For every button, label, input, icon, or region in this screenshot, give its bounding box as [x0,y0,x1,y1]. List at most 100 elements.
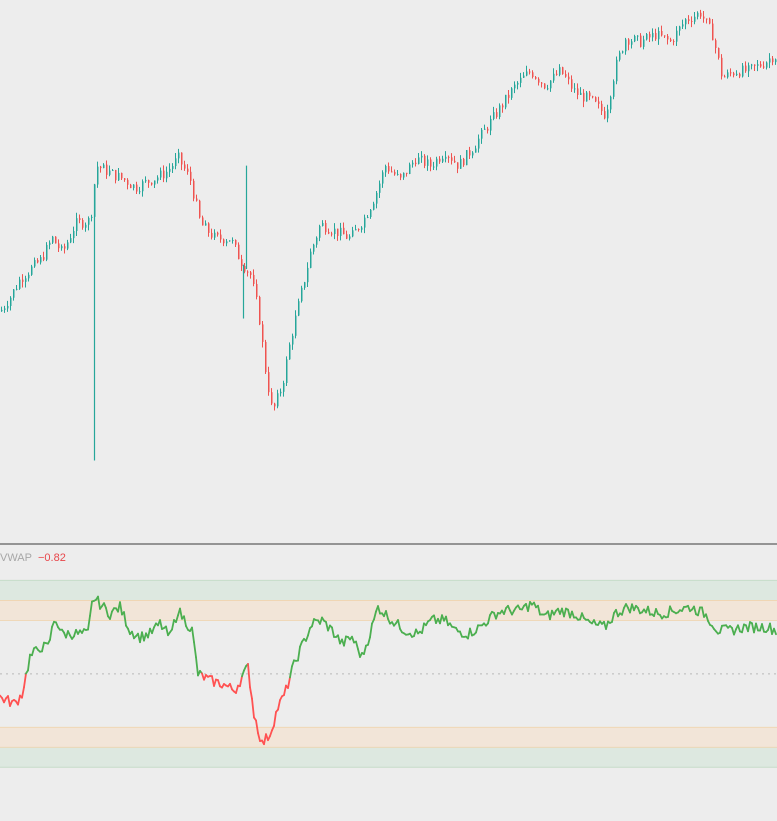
indicator-legend[interactable]: VWAP−0.82 [0,552,66,564]
candle-body [103,165,105,168]
zone-lower-outer [0,747,777,767]
candle-body [85,225,87,228]
oscillator-segment [242,670,244,676]
candle-body [760,64,762,66]
candle-body [292,336,294,345]
candle-body [181,153,183,165]
candle-body [427,159,429,165]
candle-body [505,95,507,108]
candle-body [220,235,222,240]
oscillator-segment [756,624,758,631]
candle-body [355,229,357,230]
candle-body [466,150,468,165]
candle-body [394,172,396,174]
candle-body [727,72,729,77]
candle-body [517,83,519,85]
candle-body [670,39,672,41]
candle-body [541,83,543,84]
candle-body [235,240,237,245]
oscillator-segment [192,628,194,643]
candle-body [565,74,567,77]
candle-body [583,93,585,102]
candle-body [121,173,123,178]
candle-body [232,240,234,241]
candle-body [250,272,252,275]
candle-body [316,238,318,245]
candle-body [64,246,66,248]
oscillator-segment [364,646,366,654]
candle-body [49,243,51,245]
candle-body [19,280,21,289]
candle-body [508,95,510,98]
candle-body [100,167,102,168]
candle-body [574,88,576,89]
candle-body [571,79,573,88]
candle-body [754,65,756,66]
candle-body [460,159,462,169]
candle-body [703,17,705,19]
candle-body [118,173,120,180]
candle-body [715,40,717,48]
candle-body [580,93,582,95]
candle-body [223,239,225,243]
candle-body [157,177,159,180]
candle-body [37,260,39,262]
candle-body [148,180,150,183]
oscillator-segment [28,655,30,671]
candle-body [538,79,540,83]
oscillator-segment [352,637,354,643]
oscillator-segment [742,624,744,632]
candle-body [631,41,633,44]
oscillator-segment [22,687,24,697]
candle-body [175,158,177,166]
candle-body [52,237,54,243]
candle-body [718,48,720,58]
candle-body [712,24,714,41]
candle-body [10,298,12,306]
candle-body [346,234,348,238]
oscillator-segment [278,700,280,710]
candle-body [547,88,549,89]
candle-body [388,166,390,171]
candle-body [721,58,723,77]
oscillator-segment [470,629,472,636]
oscillator-segment [422,623,424,633]
oscillator-segment [196,657,198,675]
candle-body [640,36,642,47]
candle-body [34,260,36,266]
oscillator-segment [18,696,20,705]
candle-body [397,174,399,175]
oscillator-segment [344,636,346,645]
oscillator-segment [720,626,722,633]
candle-body [409,164,411,174]
candle-body [352,230,354,236]
candle-body [520,78,522,83]
candle-body [403,173,405,178]
candle-body [628,39,630,44]
candle-body [706,19,708,20]
oscillator-segment [240,676,242,686]
candle-body [298,301,300,315]
oscillator-segment [368,637,370,645]
candle-body [487,129,489,131]
candle-body [679,27,681,31]
candle-body [274,404,276,407]
zone-lower-inner [0,727,777,747]
candle-body [331,234,333,235]
candle-body [283,383,285,392]
candle-body [256,284,258,297]
oscillator-segment [252,699,254,718]
candle-body [127,180,129,185]
candle-body [313,245,315,252]
oscillator-segment [32,648,34,655]
candle-body [745,66,747,72]
candle-body [625,39,627,51]
candlestick-series [1,10,777,461]
candle-body [709,19,711,24]
candle-body [376,193,378,204]
candle-body [481,130,483,139]
candle-body [613,81,615,97]
candle-body [667,36,669,39]
candle-body [499,105,501,117]
